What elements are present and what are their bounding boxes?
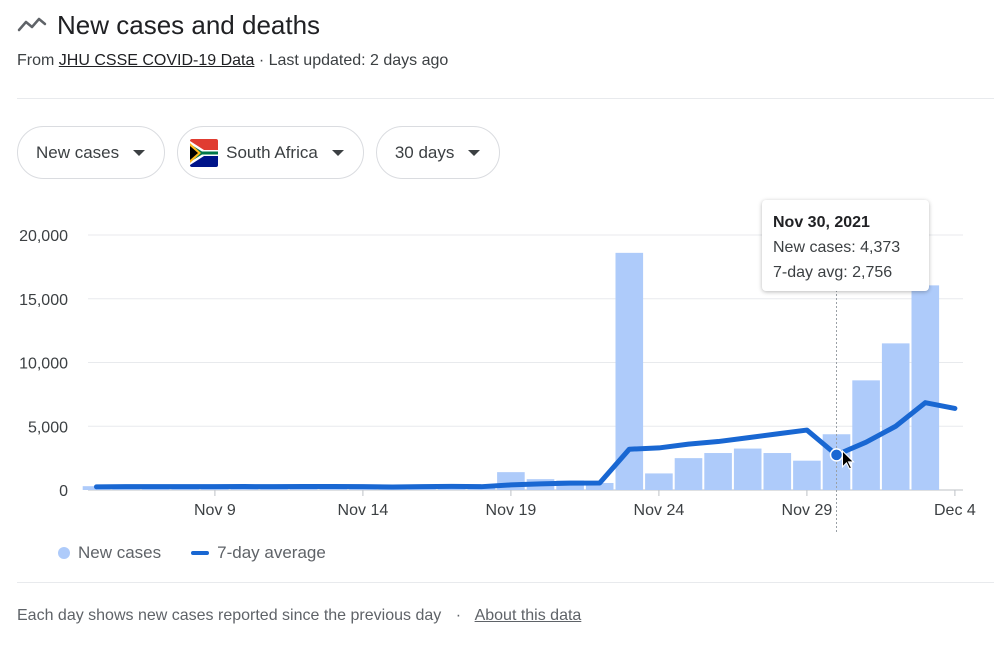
footer-note: Each day shows new cases reported since …: [17, 607, 442, 624]
tooltip-new-cases: New cases: 4,373: [773, 239, 901, 256]
footer: Each day shows new cases reported since …: [17, 607, 581, 625]
x-tick-label: Nov 9: [194, 502, 236, 519]
chevron-down-icon: [133, 149, 146, 156]
legend-avg-label: 7-day average: [217, 543, 326, 562]
source-line: From JHU CSSE COVID-19 Data · Last updat…: [17, 52, 448, 70]
metric-dropdown[interactable]: New cases: [17, 126, 166, 179]
south-africa-flag-icon: [190, 138, 219, 167]
bar: [793, 460, 821, 490]
trending-icon: [17, 17, 47, 32]
bar: [733, 448, 762, 490]
x-tick-label: Nov 29: [782, 502, 833, 519]
y-tick-label: 0: [59, 483, 68, 500]
bar: [645, 473, 673, 490]
location-dropdown[interactable]: South Africa: [177, 126, 364, 179]
metric-label: New cases: [36, 142, 120, 162]
last-updated: · Last updated: 2 days ago: [258, 52, 449, 69]
source-link[interactable]: JHU CSSE COVID-19 Data: [58, 52, 255, 69]
filter-bar: New cases South Africa 30 days: [17, 126, 501, 179]
bar: [674, 458, 703, 490]
footer-separator: ·: [455, 607, 462, 624]
legend-cases-label: New cases: [78, 543, 162, 562]
cursor-icon: [842, 449, 855, 470]
highlight-point: [829, 448, 844, 462]
bar: [615, 252, 644, 490]
page-title: New cases and deaths: [57, 10, 321, 40]
about-data-link[interactable]: About this data: [474, 607, 582, 624]
divider: [17, 98, 994, 99]
divider: [17, 582, 994, 583]
y-tick-label: 10,000: [19, 356, 68, 373]
tooltip-date: Nov 30, 2021: [773, 214, 870, 231]
cases-chart[interactable]: 0 5,000 10,000 15,000 20,000 Nov 9 Nov 14 Nov 1…: [0, 195, 999, 535]
x-tick-label: Dec 4: [934, 502, 976, 519]
chart-tooltip: Nov 30, 2021 New cases: 4,373 7-day avg:…: [762, 200, 929, 291]
chevron-down-icon: [331, 149, 344, 156]
x-tick-label: Nov 19: [486, 502, 537, 519]
bar: [704, 453, 732, 490]
range-label: 30 days: [394, 142, 455, 162]
bar: [585, 482, 614, 490]
y-tick-label: 20,000: [19, 228, 68, 245]
tooltip-avg: 7-day avg: 2,756: [773, 264, 893, 281]
header: New cases and deaths: [17, 8, 320, 42]
range-dropdown[interactable]: 30 days: [375, 126, 501, 179]
chevron-down-icon: [468, 149, 481, 156]
location-label: South Africa: [226, 142, 318, 162]
y-tick-label: 5,000: [28, 419, 68, 436]
bar: [911, 285, 940, 490]
source-prefix: From: [17, 52, 55, 69]
avg-line: [94, 400, 958, 490]
y-tick-label: 15,000: [19, 292, 68, 309]
chart-legend: New cases 7-day average: [58, 543, 326, 563]
x-tick-label: Nov 24: [634, 502, 685, 519]
legend-cases-swatch: [58, 547, 70, 559]
x-tick-label: Nov 14: [338, 502, 389, 519]
bar: [763, 453, 792, 490]
legend-avg-swatch: [191, 551, 210, 555]
